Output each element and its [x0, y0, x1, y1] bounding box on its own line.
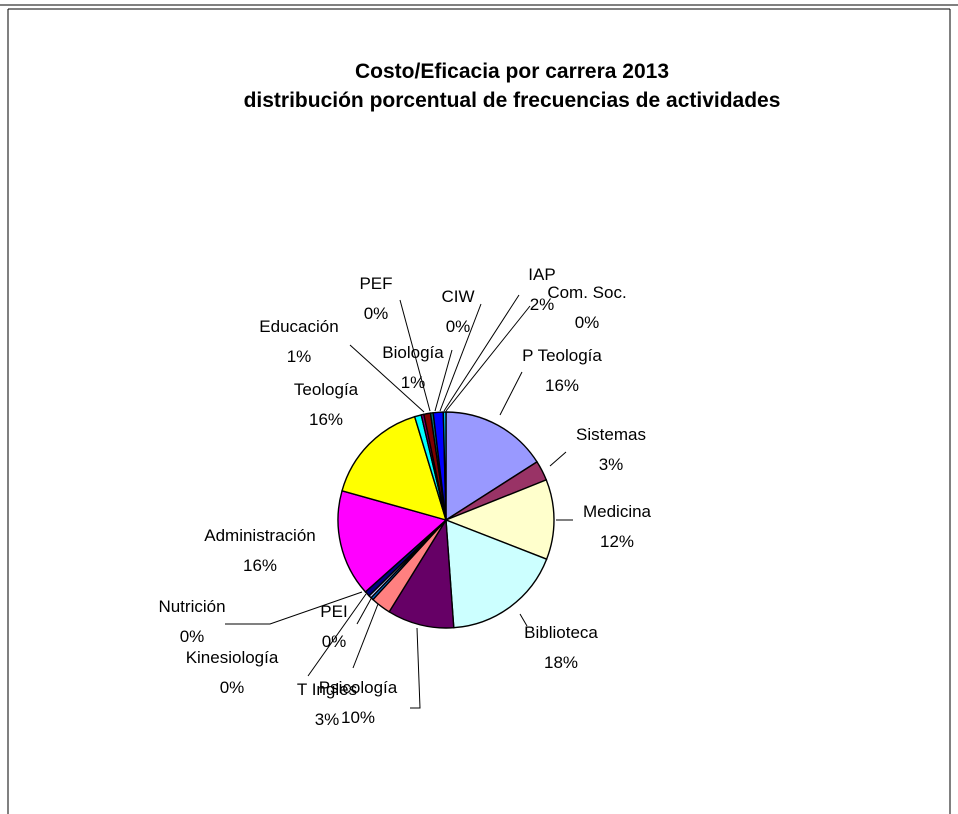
slice-label-sistemas: Sistemas — [576, 425, 646, 444]
pie-slices — [337, 411, 555, 629]
slice-pct-teologia: 16% — [309, 410, 343, 429]
slice-label-medicina: Medicina — [583, 502, 652, 521]
slice-label-ciw: CIW — [441, 287, 474, 306]
slice-label-educacion: Educación — [259, 317, 338, 336]
slice-label-biblioteca: Biblioteca — [524, 623, 598, 642]
slice-pct-psicologia: 10% — [341, 708, 375, 727]
leader-line-biologia — [434, 349, 453, 412]
slice-pct-medicina: 12% — [600, 532, 634, 551]
slice-pct-com-soc: 0% — [575, 313, 600, 332]
slice-pct-ciw: 0% — [446, 317, 471, 336]
leader-line-iap — [443, 294, 520, 412]
slice-label-administracion: Administración — [204, 526, 316, 545]
pie-slice-com-soc — [442, 411, 447, 521]
slice-pct-pef: 0% — [364, 304, 389, 323]
leader-line-ciw — [439, 303, 482, 412]
slice-label-t-ingles: T Ingles — [297, 680, 357, 699]
leader-line-p-teologia — [499, 371, 523, 416]
pie-slice-p-teologia — [445, 411, 538, 522]
slice-pct-p-teologia: 16% — [545, 376, 579, 395]
slice-pct-pei: 0% — [322, 632, 347, 651]
leader-line-biblioteca — [519, 613, 528, 627]
leader-line-sistemas — [549, 451, 567, 467]
slice-label-pei: PEI — [320, 602, 347, 621]
slice-pct-biologia: 1% — [401, 373, 426, 392]
slice-pct-biblioteca: 18% — [544, 653, 578, 672]
slice-label-com-soc: Com. Soc. — [547, 283, 626, 302]
slice-label-p-teologia: P Teología — [522, 346, 602, 365]
pie-slice-biblioteca — [445, 518, 548, 629]
slice-label-nutricion: Nutrición — [158, 597, 225, 616]
pie-slice-administracion — [337, 489, 448, 593]
slice-label-psicologia: Psicología — [319, 678, 398, 697]
slice-label-iap: IAP — [528, 265, 555, 284]
leader-lines — [225, 294, 573, 709]
slice-pct-sistemas: 3% — [599, 455, 624, 474]
slice-pct-administracion: 16% — [243, 556, 277, 575]
leader-line-kinesiologia — [307, 593, 367, 677]
pie-slice-teologia — [341, 415, 448, 522]
leader-line-educacion — [349, 344, 425, 413]
slice-label-teologia: Teología — [294, 380, 359, 399]
leader-line-pef — [399, 299, 431, 412]
slice-pct-educacion: 1% — [287, 347, 312, 366]
slice-pct-kinesiologia: 0% — [220, 678, 245, 697]
leader-line-t-ingles — [352, 603, 379, 669]
slice-pct-iap: 2% — [530, 295, 555, 314]
slice-pct-nutricion: 0% — [180, 627, 205, 646]
leader-line-com-soc — [445, 305, 531, 412]
chart-title: Costo/Eficacia por carrera 2013 — [355, 60, 669, 83]
slice-pct-t-ingles: 3% — [315, 710, 340, 729]
leader-line-nutricion — [225, 591, 363, 625]
slice-label-pef: PEF — [359, 274, 392, 293]
leader-line-psicologia — [410, 627, 421, 709]
leader-line-pei — [356, 596, 373, 625]
chart-subtitle: distribución porcentual de frecuencias d… — [244, 89, 781, 112]
slice-label-biologia: Biología — [382, 343, 444, 362]
pie-slice-medicina — [444, 478, 555, 561]
slice-labels: P Teología 16% Sistemas 3% Medicina 12% Biblio… — [158, 265, 651, 729]
slice-label-kinesiologia: Kinesiología — [186, 648, 279, 667]
